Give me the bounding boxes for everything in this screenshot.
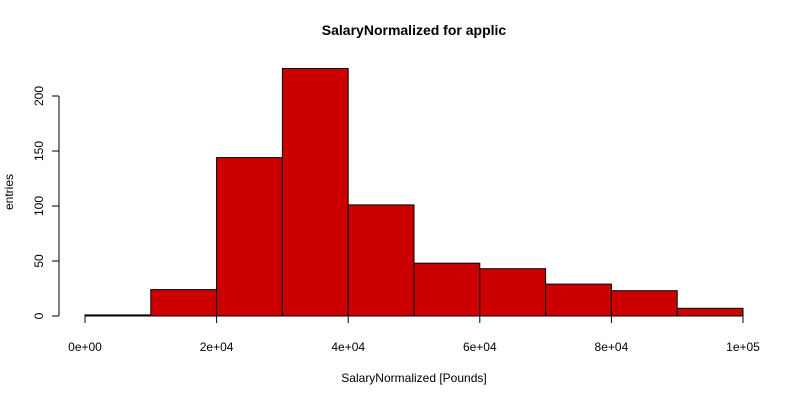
x-tick-label-5: 1e+05 (726, 340, 760, 354)
histogram-bar-9 (676, 307, 744, 317)
histogram-bar-6 (479, 268, 547, 317)
x-tick-label-2: 4e+04 (331, 340, 365, 354)
x-tick-label-4: 8e+04 (595, 340, 629, 354)
x-tick-label-0: 0e+00 (68, 340, 102, 354)
x-axis-label: SalaryNormalized [Pounds] (341, 371, 486, 385)
y-tick-label-3: 150 (32, 141, 46, 161)
histogram-bar-5 (413, 262, 481, 317)
y-tick-label-1: 50 (32, 254, 46, 268)
histogram-bar-2 (216, 157, 283, 317)
histogram-bar-8 (610, 290, 678, 317)
bars-group (84, 68, 744, 317)
histogram-bar-7 (545, 283, 612, 317)
y-tick-label-4: 200 (32, 86, 46, 106)
histogram-bar-4 (347, 204, 415, 317)
x-tick-label-1: 2e+04 (200, 340, 234, 354)
y-tick-label-2: 100 (32, 196, 46, 216)
x-axis: 0e+00 2e+04 4e+04 6e+04 8e+04 1e+05 (68, 315, 760, 354)
histogram-bar-3 (281, 68, 349, 317)
x-tick-label-3: 6e+04 (463, 340, 497, 354)
y-tick-label-0: 0 (32, 312, 46, 319)
y-axis: 0 50 100 150 200 (32, 86, 60, 319)
chart-title: SalaryNormalized for applic (322, 22, 507, 38)
histogram-bar-1 (150, 289, 218, 317)
y-axis-label: entries (2, 174, 16, 210)
